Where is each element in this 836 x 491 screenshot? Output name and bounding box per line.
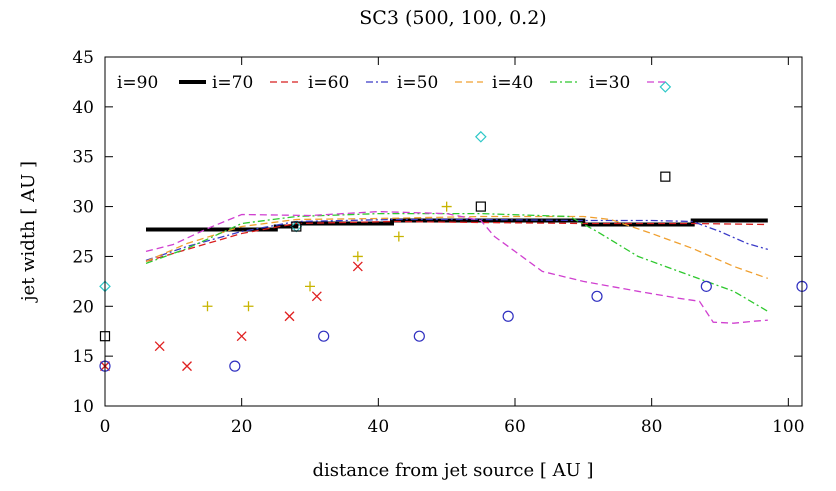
y-tick-label: 10: [72, 397, 94, 417]
series-line-i50: [145, 218, 768, 262]
y-tick-label: 15: [72, 347, 94, 367]
circles-point: [229, 360, 241, 372]
series-line-i40: [145, 215, 769, 280]
crosses-point: [236, 331, 247, 342]
x-tick-label: 20: [231, 417, 253, 437]
crosses-point: [182, 361, 192, 372]
x-tick-label: 80: [641, 417, 663, 437]
x-tick-label: 60: [504, 417, 526, 437]
plus-point: [243, 301, 254, 312]
plus-point: [352, 251, 363, 262]
crosses-point: [154, 341, 165, 352]
crosses-point: [352, 261, 363, 272]
circles-point: [591, 290, 603, 302]
plus-point: [202, 301, 213, 312]
lines-layer: [145, 210, 769, 324]
circles-point: [318, 330, 330, 342]
y-tick-label: 45: [72, 48, 94, 68]
plot-frame: [104, 56, 803, 407]
legend-label-i50: i=50: [397, 73, 438, 93]
legend-label-i30: i=30: [589, 73, 630, 93]
squares-point: [660, 171, 671, 182]
plus-point: [393, 231, 404, 242]
y-tick-label: 25: [72, 247, 94, 267]
series-line-extra-6: [145, 210, 768, 324]
y-tick-label: 40: [72, 98, 94, 118]
crosses-point: [311, 291, 322, 302]
crosses-point: [284, 311, 295, 322]
y-tick-label: 30: [72, 198, 94, 218]
chart-title: SC3 (500, 100, 0.2): [359, 7, 546, 29]
circles-point: [413, 330, 425, 342]
plus-point: [441, 201, 452, 212]
ticks-layer: 0 20 40 60 80 100 10 15 20 25 30 35 40 45: [72, 48, 804, 437]
legend-label-i90: i=90: [117, 73, 158, 93]
y-axis-label: jet width [ AU ]: [18, 161, 39, 303]
y-tick-label: 20: [72, 297, 94, 317]
series-line-i30: [145, 212, 769, 312]
x-axis-label: distance from jet source [ AU ]: [313, 460, 594, 481]
legend: i=90 i=70 i=60 i=50 i=40 i=30: [117, 73, 666, 93]
circles-point: [502, 310, 514, 322]
squares-point: [475, 201, 486, 212]
legend-label-i60: i=60: [308, 73, 349, 93]
x-tick-label: 0: [100, 417, 111, 437]
circles-point: [700, 280, 712, 292]
squares-point: [291, 221, 302, 232]
diamonds-point: [474, 130, 487, 143]
x-tick-label: 100: [772, 417, 804, 437]
diamonds-point: [659, 81, 672, 93]
plus-point: [305, 281, 315, 292]
series-line-i60: [145, 220, 768, 263]
x-tick-label: 40: [368, 417, 390, 437]
y-tick-label: 35: [72, 148, 94, 168]
legend-label-i70: i=70: [212, 73, 253, 93]
series-line-i70: [146, 218, 768, 232]
legend-label-i40: i=40: [492, 73, 533, 93]
